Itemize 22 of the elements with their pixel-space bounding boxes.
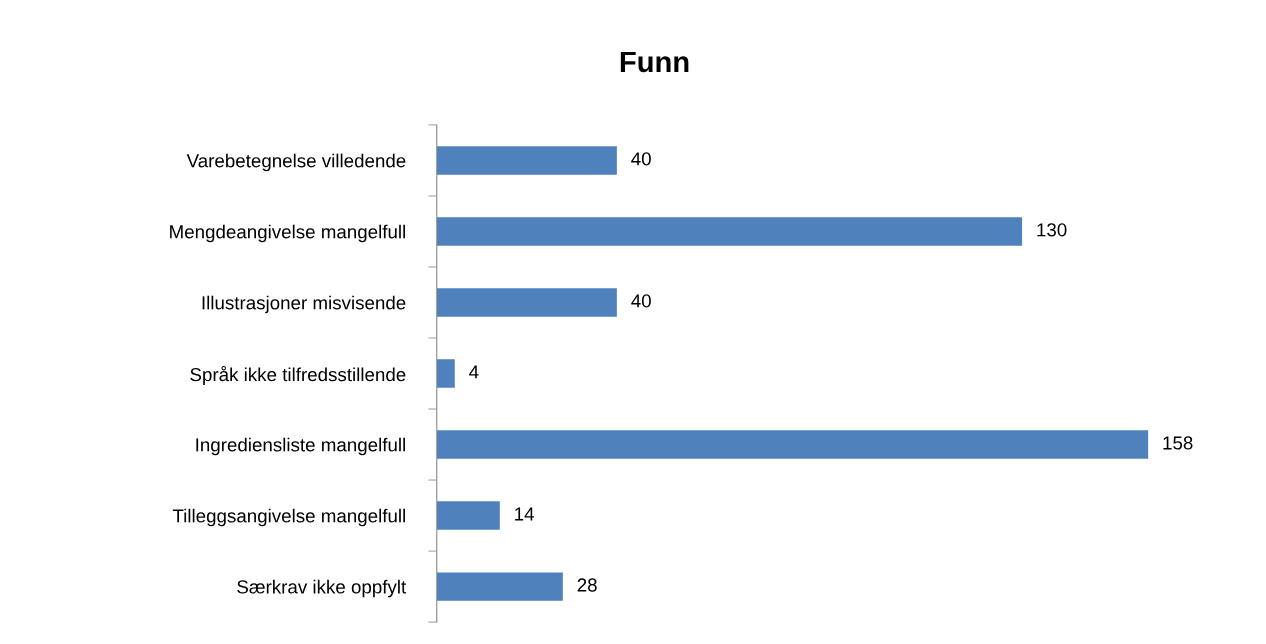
y-tick-label: Særkrav ikke oppfylt (237, 579, 407, 598)
data-label: 40 (631, 152, 651, 166)
y-tick-label: Illustrasjoner misvisende (202, 295, 406, 314)
bar (436, 288, 617, 317)
y-tick-label: Tilleggsangivelse mangelfull (172, 508, 405, 527)
data-label: 40 (631, 294, 651, 308)
bar (436, 572, 563, 601)
bar (436, 146, 617, 175)
y-tick-label: Varebetegnelse villedende (186, 153, 406, 172)
bar (436, 430, 1149, 459)
y-tick-label: Språk ikke tilfredsstillende (190, 365, 406, 385)
chart-title: Funn (620, 51, 689, 73)
y-tick-label: Ingrediensliste mangelfull (196, 437, 405, 456)
data-label: 158 (1163, 436, 1193, 450)
bar (436, 217, 1023, 246)
data-label: 4 (469, 365, 479, 379)
data-label: 130 (1037, 223, 1067, 237)
bar (436, 359, 455, 388)
y-tick-label: Mengdeangivelse mangelfull (170, 224, 405, 243)
data-label: 14 (515, 507, 534, 521)
data-label: 28 (577, 578, 597, 592)
bar (436, 501, 500, 530)
